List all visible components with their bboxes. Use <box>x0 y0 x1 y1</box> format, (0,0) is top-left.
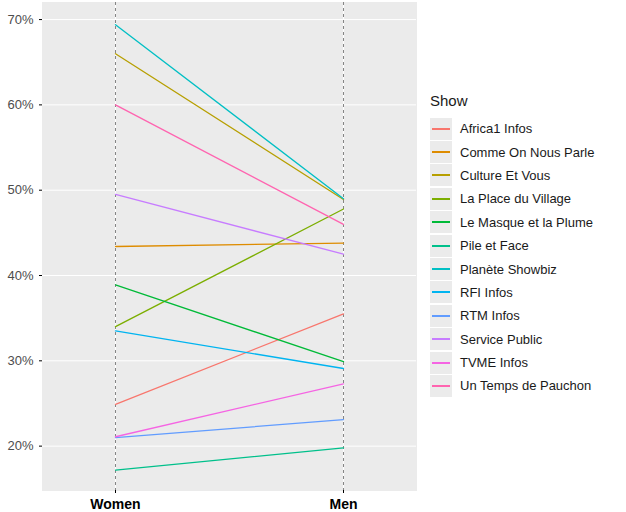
html-text:La Place du Village: La Place du Village <box>460 191 572 207</box>
html-text:Service Public: Service Public <box>460 331 543 347</box>
html-text:Comme On Nous Parle: Comme On Nous Parle <box>460 144 595 160</box>
svg-text:30%: 30% <box>7 353 33 368</box>
svg-text:Men: Men <box>330 496 358 512</box>
html-text:Le Masque et la Plume: Le Masque et la Plume <box>460 214 593 230</box>
svg-text:60%: 60% <box>7 97 33 112</box>
svg-text:50%: 50% <box>7 182 33 197</box>
html-text:RFI Infos: RFI Infos <box>460 284 513 300</box>
html-text:Planète Showbiz: Planète Showbiz <box>460 261 557 277</box>
svg-text:70%: 70% <box>7 12 33 27</box>
svg-text:20%: 20% <box>7 438 33 453</box>
html-text:Un Temps de Pauchon: Un Temps de Pauchon <box>460 378 592 394</box>
html-text:Show: Show <box>430 92 468 109</box>
html-text:Pile et Face: Pile et Face <box>460 238 529 254</box>
html-text:TVME Infos: TVME Infos <box>460 355 528 371</box>
svg-text:40%: 40% <box>7 268 33 283</box>
svg-text:Women: Women <box>90 496 140 512</box>
html-text:Africa1 Infos: Africa1 Infos <box>460 121 533 137</box>
html-text:Culture Et Vous: Culture Et Vous <box>460 168 551 183</box>
html-text:RTM Infos: RTM Infos <box>460 308 520 324</box>
